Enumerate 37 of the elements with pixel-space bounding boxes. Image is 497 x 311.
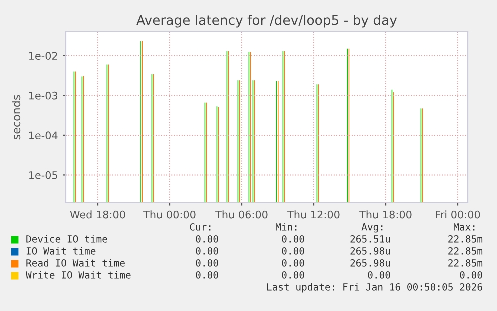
text: 0.00 bbox=[282, 247, 304, 255]
y-tick-label: 1e-02 bbox=[29, 52, 58, 60]
legend-label: IO Wait time bbox=[26, 247, 96, 255]
y-axis-title: seconds bbox=[12, 95, 21, 140]
text: 0.00 bbox=[196, 271, 218, 279]
x-tick-label: Wed 18:00 bbox=[70, 210, 126, 219]
legend-label: Read IO Wait time bbox=[26, 259, 125, 267]
legend-label: Write IO Wait time bbox=[26, 271, 131, 279]
text: 22.85m bbox=[448, 247, 483, 255]
x-tick-label: Thu 00:00 bbox=[144, 210, 196, 219]
text: Max: bbox=[454, 224, 475, 231]
text: 265.98u bbox=[350, 247, 390, 255]
text: 22.85m bbox=[448, 235, 483, 243]
text: 0.00 bbox=[282, 271, 304, 279]
legend-label: Device IO time bbox=[26, 235, 108, 243]
text: 0.00 bbox=[196, 247, 218, 255]
text: 265.51u bbox=[350, 235, 390, 243]
text: 0.00 bbox=[196, 259, 218, 267]
text: Min: bbox=[276, 223, 297, 231]
x-tick-label: Thu 06:00 bbox=[216, 210, 268, 219]
text: 0.00 bbox=[460, 271, 482, 279]
text: 0.00 bbox=[196, 235, 218, 243]
x-tick-label: Fri 00:00 bbox=[436, 210, 480, 219]
text: 0.00 bbox=[282, 235, 304, 243]
y-tick-label: 1e-05 bbox=[29, 171, 58, 180]
y-tick-label: 1e-04 bbox=[29, 132, 58, 140]
text: 22.85m bbox=[448, 259, 483, 267]
text: 0.00 bbox=[282, 259, 304, 267]
text: Last update: Fri Jan 16 00:50:05 2026 bbox=[267, 283, 482, 293]
text: Cur: bbox=[190, 223, 211, 231]
chart-title: Average latency for /dev/loop5 - by day bbox=[136, 15, 398, 28]
text: Avg: bbox=[362, 224, 383, 233]
text: 0.00 bbox=[368, 271, 390, 279]
x-tick-label: Thu 12:00 bbox=[288, 210, 340, 219]
x-tick-label: Thu 18:00 bbox=[360, 210, 412, 219]
y-tick-label: 1e-03 bbox=[29, 92, 58, 100]
text: 265.98u bbox=[350, 259, 390, 267]
